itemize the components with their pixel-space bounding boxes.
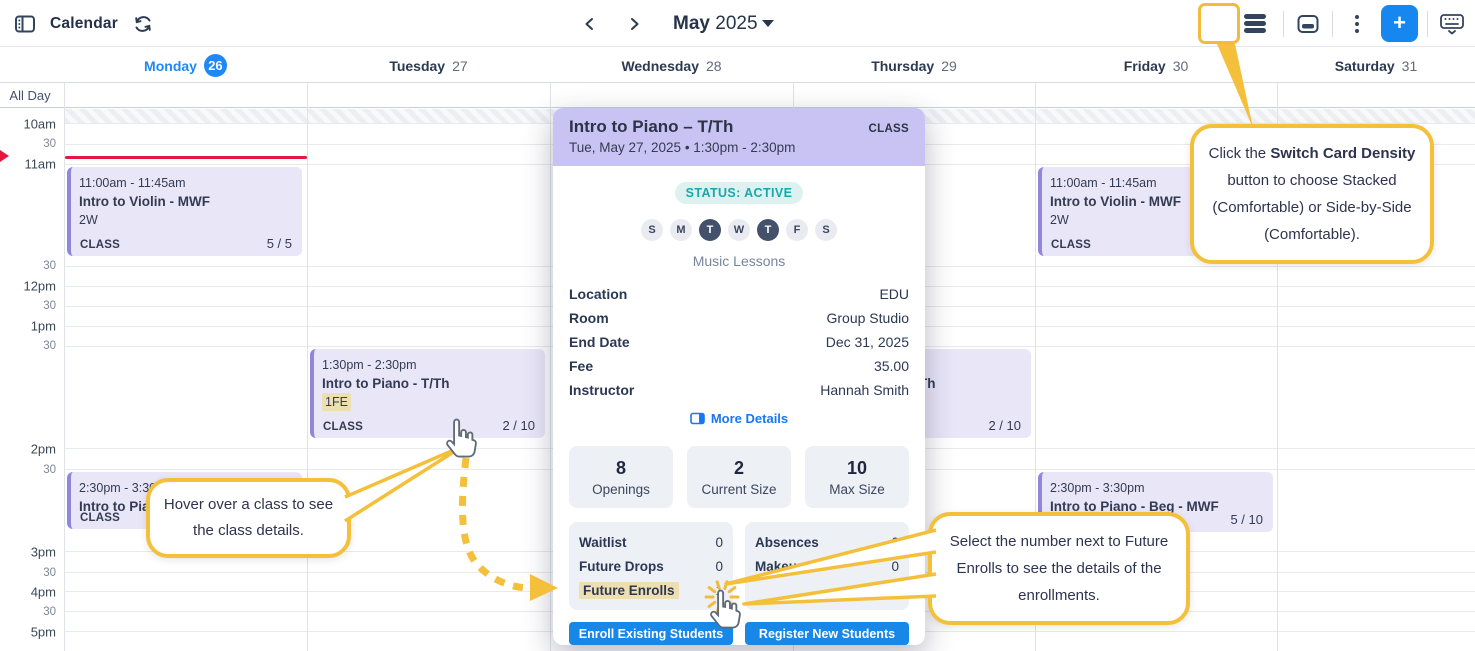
kebab-menu-icon[interactable]	[1342, 9, 1372, 39]
daypill-sat: S	[815, 219, 837, 241]
class-details-popup: Intro to Piano – T/Th CLASS Tue, May 27,…	[553, 108, 925, 645]
weekday-schedule: S M T W T F S	[569, 219, 909, 241]
detail-row: Room Group Studio	[569, 310, 909, 326]
day-header-tuesday[interactable]: Tuesday 27	[389, 57, 468, 74]
day-header-wednesday[interactable]: Wednesday 28	[621, 57, 722, 74]
sidebar-toggle-icon[interactable]	[10, 9, 40, 39]
enroll-existing-students-button[interactable]: Enroll Existing Students	[569, 622, 733, 645]
caret-down-icon	[761, 20, 774, 27]
time-label: 10am	[23, 116, 56, 132]
callout-future-enrolls: Select the number next to Future Enrolls…	[928, 512, 1190, 625]
future-enrolls-row: Future Enrolls 1	[579, 578, 723, 602]
daypill-tue: T	[699, 219, 721, 241]
time-label: 4pm	[30, 584, 56, 600]
future-enrolls-label: Future Enrolls	[579, 581, 679, 599]
column-separator	[1277, 48, 1278, 651]
future-enroll-chip: 1FE	[322, 393, 351, 411]
popup-class-tag: CLASS	[868, 123, 909, 135]
column-separator	[64, 48, 65, 651]
stat-openings: 8 Openings	[569, 446, 673, 508]
toolbar-divider	[1332, 10, 1333, 37]
time-label: 1pm	[30, 318, 56, 334]
add-event-button[interactable]: +	[1381, 5, 1418, 42]
current-time-line	[65, 156, 307, 159]
status-badge: STATUS: ACTIVE	[674, 182, 804, 204]
event-intro-piano-tuesday[interactable]: 1:30pm - 2:30pm Intro to Piano - T/Th 1F…	[310, 349, 545, 438]
day-header-saturday[interactable]: Saturday 31	[1334, 57, 1418, 74]
all-day-label: All Day	[9, 88, 51, 103]
callout-switch-card-density: Click the Switch Card Density button to …	[1190, 124, 1434, 264]
future-drops-row: Future Drops 0	[579, 558, 723, 574]
chevron-left-icon[interactable]	[575, 9, 605, 39]
time-label: 30	[43, 300, 56, 312]
page-title: Calendar	[50, 14, 118, 32]
card-density-icon[interactable]	[1236, 9, 1274, 39]
toolbar-divider	[1427, 10, 1428, 37]
event-intro-violin-monday[interactable]: 11:00am - 11:45am Intro to Violin - MWF …	[67, 167, 302, 256]
time-label: 30	[43, 464, 56, 476]
detail-row: Fee 35.00	[569, 358, 909, 374]
day-header-friday[interactable]: Friday 30	[1123, 57, 1189, 74]
stat-max-size: 10 Max Size	[805, 446, 909, 508]
more-details-link[interactable]: More Details	[690, 411, 788, 426]
stats-row: 8 Openings 2 Current Size 10 Max Size	[569, 446, 909, 508]
dashed-arrow	[459, 457, 531, 592]
enrollment-counts-box: Waitlist 0 Future Drops 0 Future Enrolls 1	[569, 522, 733, 610]
refresh-icon[interactable]	[128, 9, 158, 39]
day-header-monday[interactable]: Monday 26	[64, 48, 307, 83]
column-separator	[550, 48, 551, 651]
absences-row: Absences 0	[755, 534, 899, 550]
calendar-icon[interactable]	[1293, 9, 1323, 39]
column-separator	[307, 48, 308, 651]
time-label: 12pm	[23, 278, 56, 294]
current-time-arrow	[0, 150, 9, 162]
chevron-right-icon[interactable]	[619, 9, 649, 39]
waitlist-row: Waitlist 0	[579, 534, 723, 550]
detail-row: End Date Dec 31, 2025	[569, 334, 909, 350]
time-label: 30	[43, 340, 56, 352]
popup-header: Intro to Piano – T/Th CLASS Tue, May 27,…	[553, 108, 925, 166]
toolbar-divider	[1283, 10, 1284, 37]
daypill-wed: W	[728, 219, 750, 241]
time-label: 5pm	[30, 624, 56, 640]
toolbar: Calendar May 2025	[0, 0, 1475, 47]
popup-datetime: Tue, May 27, 2025 • 1:30pm - 2:30pm	[569, 140, 796, 155]
future-enrolls-count[interactable]: 1	[715, 582, 723, 598]
time-label: 3pm	[30, 544, 56, 560]
detail-row: Location EDU	[569, 286, 909, 302]
callout-hover-class: Hover over a class to see the class deta…	[146, 478, 351, 558]
column-separator	[1035, 48, 1036, 651]
card-icon	[690, 412, 705, 425]
time-label: 30	[43, 260, 56, 272]
daypill-thu: T	[757, 219, 779, 241]
keyboard-collapse-icon[interactable]	[1437, 9, 1467, 39]
detail-row: Instructor Hannah Smith	[569, 382, 909, 398]
daypill-fri: F	[786, 219, 808, 241]
time-label: 11am	[24, 156, 56, 172]
day-header-thursday[interactable]: Thursday 29	[871, 57, 957, 74]
year: 2025	[715, 12, 758, 34]
makeups-row: Makeups 0	[755, 558, 899, 574]
detail-list: Location EDU Room Group Studio End Date Dec…	[569, 282, 909, 402]
time-label: 30	[43, 606, 56, 618]
callout-tail	[344, 444, 465, 523]
category-label: Music Lessons	[692, 253, 786, 269]
month-selector[interactable]: May 2025	[663, 13, 774, 35]
today-badge: 26	[203, 54, 227, 77]
plus-icon: +	[1393, 9, 1406, 35]
time-label: 30	[43, 567, 56, 579]
week-header: Monday 26 Tuesday 27 Wednesday 28 Thursd…	[0, 48, 1475, 83]
attendance-counts-box: Absences 0 Makeups 0	[745, 522, 909, 610]
time-label: 2pm	[30, 441, 56, 457]
stat-current-size: 2 Current Size	[687, 446, 791, 508]
time-label: 30	[43, 138, 56, 150]
all-day-row: All Day	[0, 83, 1475, 108]
daypill-mon: M	[670, 219, 692, 241]
month-name: May	[673, 12, 710, 34]
register-new-students-button[interactable]: Register New Students	[745, 622, 909, 645]
daypill-sun: S	[641, 219, 663, 241]
popup-title: Intro to Piano – T/Th	[569, 117, 734, 136]
